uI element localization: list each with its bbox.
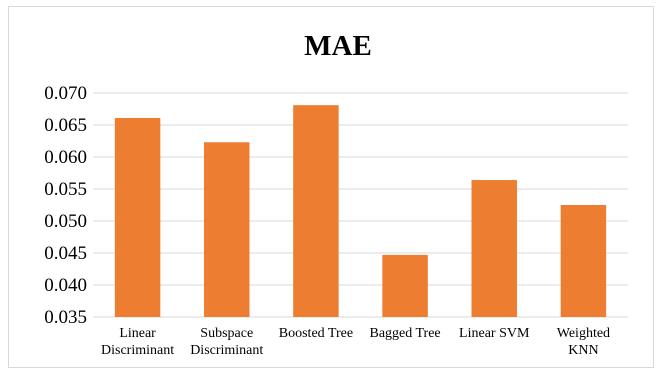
bar [293,105,338,317]
x-axis-ticks: Linear Discriminant Subspace Discriminant Bo… [101,326,610,358]
gridlines [93,93,628,317]
y-tick-label: 0.060 [44,147,87,168]
x-tick-label: Subspace Discriminant [190,326,263,358]
x-tick-label: Weighted KNN [557,326,610,358]
bar [472,180,517,317]
x-tick-label: Linear SVM [459,326,530,341]
y-tick-label: 0.065 [44,115,87,136]
y-tick-label: 0.045 [44,243,87,264]
x-tick-label: Linear Discriminant [101,326,174,358]
y-axis-ticks: 0.035 0.040 0.045 0.050 0.055 0.060 0.065 0.070 [44,83,87,328]
y-tick-label: 0.055 [44,179,87,200]
y-tick-label: 0.070 [44,83,87,104]
x-tick-label: Boosted Tree [279,326,353,341]
bar [382,255,427,317]
y-tick-label: 0.050 [44,211,87,232]
bar [115,118,160,317]
x-tick-label: Bagged Tree [369,326,440,341]
bar [204,142,249,317]
y-tick-label: 0.040 [44,275,87,296]
y-tick-label: 0.035 [44,307,87,328]
bar [561,205,606,317]
chart-title: MAE [304,30,372,62]
